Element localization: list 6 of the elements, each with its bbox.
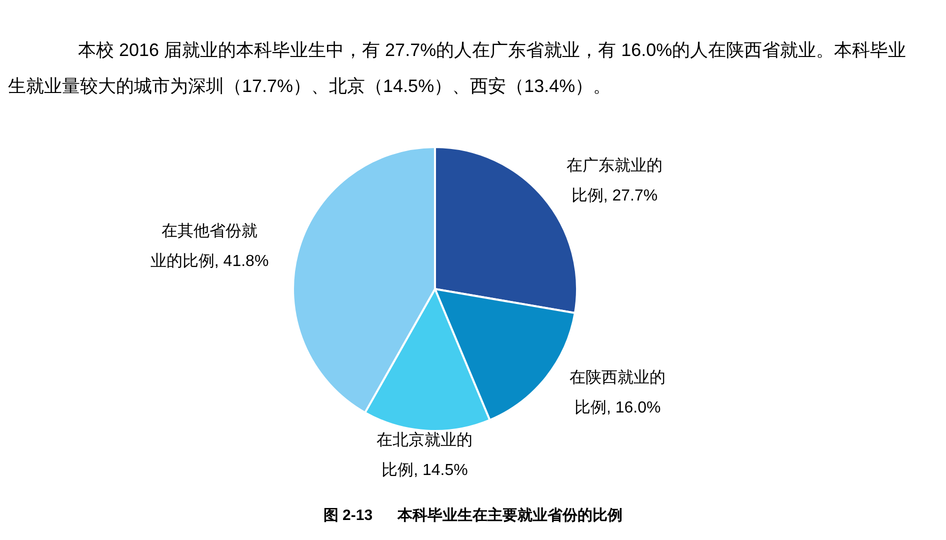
slice-label: 在广东就业的比例, 27.7%	[566, 156, 662, 205]
slice-label: 在其他省份就业的比例, 41.8%	[150, 222, 269, 270]
chart-subtitle: 本校 2016 届就业的本科毕业生中，有 27.7%的人在广东省就业，有 16.0%的人在陕西省就业。本科毕业生就业量较大的城市为深圳（17.7%）、北京（14.5%）、西安（13.4%）。	[8, 39, 908, 98]
slice-label: 在北京就业的比例, 14.5%	[376, 431, 473, 480]
slice-label: 在陕西就业的比例, 16.0%	[570, 368, 666, 416]
text: 图 2-13 本科毕业生在主要就业省份的比例	[322, 506, 624, 525]
